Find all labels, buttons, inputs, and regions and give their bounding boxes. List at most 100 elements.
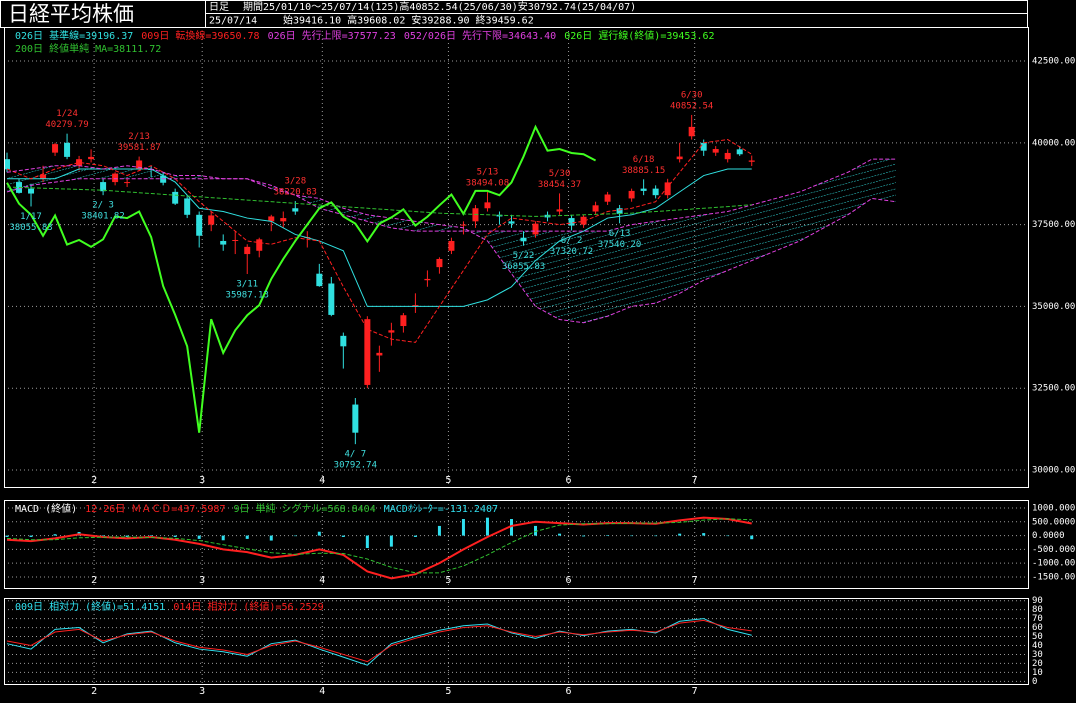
candle-body xyxy=(376,352,383,356)
annotation-date: 5/22 xyxy=(513,251,535,261)
histogram-bar xyxy=(750,535,754,540)
annotation-value: 30792.74 xyxy=(334,461,377,471)
annotation-value: 38401.82 xyxy=(81,212,124,222)
candle-body xyxy=(124,182,131,184)
annotation-date: 6/30 xyxy=(681,90,703,100)
candle-body xyxy=(724,152,731,160)
x-tick-label: 4 xyxy=(319,475,325,486)
candle-body xyxy=(556,209,563,212)
plot-area xyxy=(5,599,1028,684)
annotation-value: 36855.83 xyxy=(502,262,545,272)
annotation-date: 2/13 xyxy=(128,132,150,142)
period: 期間25/01/10～25/07/14(125)高40852.54(25/06/… xyxy=(243,0,636,13)
y-tick-label: 30000.00 xyxy=(1032,465,1075,475)
histogram-bar xyxy=(125,535,129,537)
histogram-bar xyxy=(317,531,321,536)
candle-body xyxy=(592,205,599,212)
y-tick-label: 42500.00 xyxy=(1032,57,1075,67)
annotation-value: 38055.83 xyxy=(9,223,52,233)
candle-body xyxy=(688,126,695,137)
date: 25/07/14 xyxy=(209,16,257,27)
annotation-date: 1/24 xyxy=(56,109,78,119)
series-line xyxy=(6,516,752,580)
histogram-bar xyxy=(197,535,201,539)
x-tick-label: 6 xyxy=(566,475,572,486)
annotation-date: 3/11 xyxy=(236,280,258,290)
annotation-date: 4/ 7 xyxy=(344,450,366,460)
plot-area xyxy=(5,501,1028,588)
annotation-value: 40279.79 xyxy=(45,120,88,130)
histogram-bar xyxy=(149,535,153,536)
panel-frame xyxy=(4,598,1029,685)
x-tick-label: 7 xyxy=(692,475,698,486)
candle-body xyxy=(268,216,275,222)
x-tick-label: 3 xyxy=(199,686,205,697)
histogram-bar xyxy=(509,519,513,536)
candle-body xyxy=(256,239,263,251)
y-tick-label: 10 xyxy=(1032,668,1043,678)
candle-body xyxy=(568,218,575,226)
x-tick-label: 4 xyxy=(319,575,325,586)
series-line xyxy=(6,619,752,663)
legend-entry: 009日 相対力 (終値)=51.4151 xyxy=(15,600,165,613)
y-tick-label: 32500.00 xyxy=(1032,384,1075,394)
y-tick-label: 37500.00 xyxy=(1032,220,1075,230)
series-line xyxy=(6,124,597,433)
candle-body xyxy=(400,315,407,327)
x-tick-label: 2 xyxy=(91,575,97,586)
candle-body xyxy=(484,202,491,209)
histogram-bar xyxy=(534,525,538,536)
histogram-bar xyxy=(101,535,105,536)
candle-body xyxy=(184,198,191,215)
candle-body xyxy=(412,305,419,307)
x-tick-label: 4 xyxy=(319,686,325,697)
histogram-bar xyxy=(437,525,441,536)
legend-entry: 026日 遅行線(終値)=39453.62 xyxy=(564,29,714,42)
y-tick-label: 90 xyxy=(1032,596,1043,606)
annotation-value: 39581.87 xyxy=(117,143,160,153)
chart-title: 日経平均株価 xyxy=(8,2,134,26)
annotation-value: 38220.83 xyxy=(274,188,317,198)
candle-body xyxy=(136,160,143,169)
candle-body xyxy=(748,160,755,162)
legend-entry: 9日 単純 シグナル=568.8404 xyxy=(233,502,375,515)
histogram-bar xyxy=(269,535,273,541)
y-tick-label: 40 xyxy=(1032,641,1043,651)
ohlc: 始39416.10 高39608.02 安39288.90 終39459.62 xyxy=(283,14,534,27)
candle-body xyxy=(52,144,59,153)
candle-body xyxy=(424,278,431,281)
candle-body xyxy=(616,208,623,214)
annotation-value: 37540.20 xyxy=(598,240,641,250)
candle-body xyxy=(364,319,371,385)
candle-body xyxy=(520,237,527,242)
annotation-value: 35987.13 xyxy=(226,291,269,301)
candle-body xyxy=(208,215,215,225)
annotation-date: 5/30 xyxy=(549,169,571,179)
legend-entry: 009日 転換線=39650.78 xyxy=(141,29,259,42)
timeframe: 日足 xyxy=(209,1,229,13)
candle-body xyxy=(244,246,251,255)
x-tick-label: 3 xyxy=(199,475,205,486)
candle-body xyxy=(112,173,119,183)
annotation-date: 5/13 xyxy=(477,168,499,178)
histogram-bar xyxy=(389,535,393,547)
histogram-bar xyxy=(702,533,706,536)
annotation-value: 40852.54 xyxy=(670,101,713,111)
candle-body xyxy=(436,258,443,268)
legend-entry: 052/026日 先行下限=34643.40 xyxy=(404,29,556,42)
candle-body xyxy=(100,182,107,192)
x-tick-label: 2 xyxy=(91,475,97,486)
histogram-bar xyxy=(582,535,586,537)
series-line xyxy=(6,139,752,343)
histogram-bar xyxy=(5,535,9,537)
series-line xyxy=(6,518,752,574)
histogram-bar xyxy=(29,535,33,537)
y-tick-label: 0.0000 xyxy=(1032,531,1065,541)
histogram-bar xyxy=(365,535,369,548)
candle-body xyxy=(580,216,587,225)
candle-body xyxy=(88,156,95,160)
legend-entry: 026日 基準線=39196.37 xyxy=(15,29,133,42)
annotation-date: 6/18 xyxy=(633,155,655,165)
x-tick-label: 5 xyxy=(445,575,451,586)
